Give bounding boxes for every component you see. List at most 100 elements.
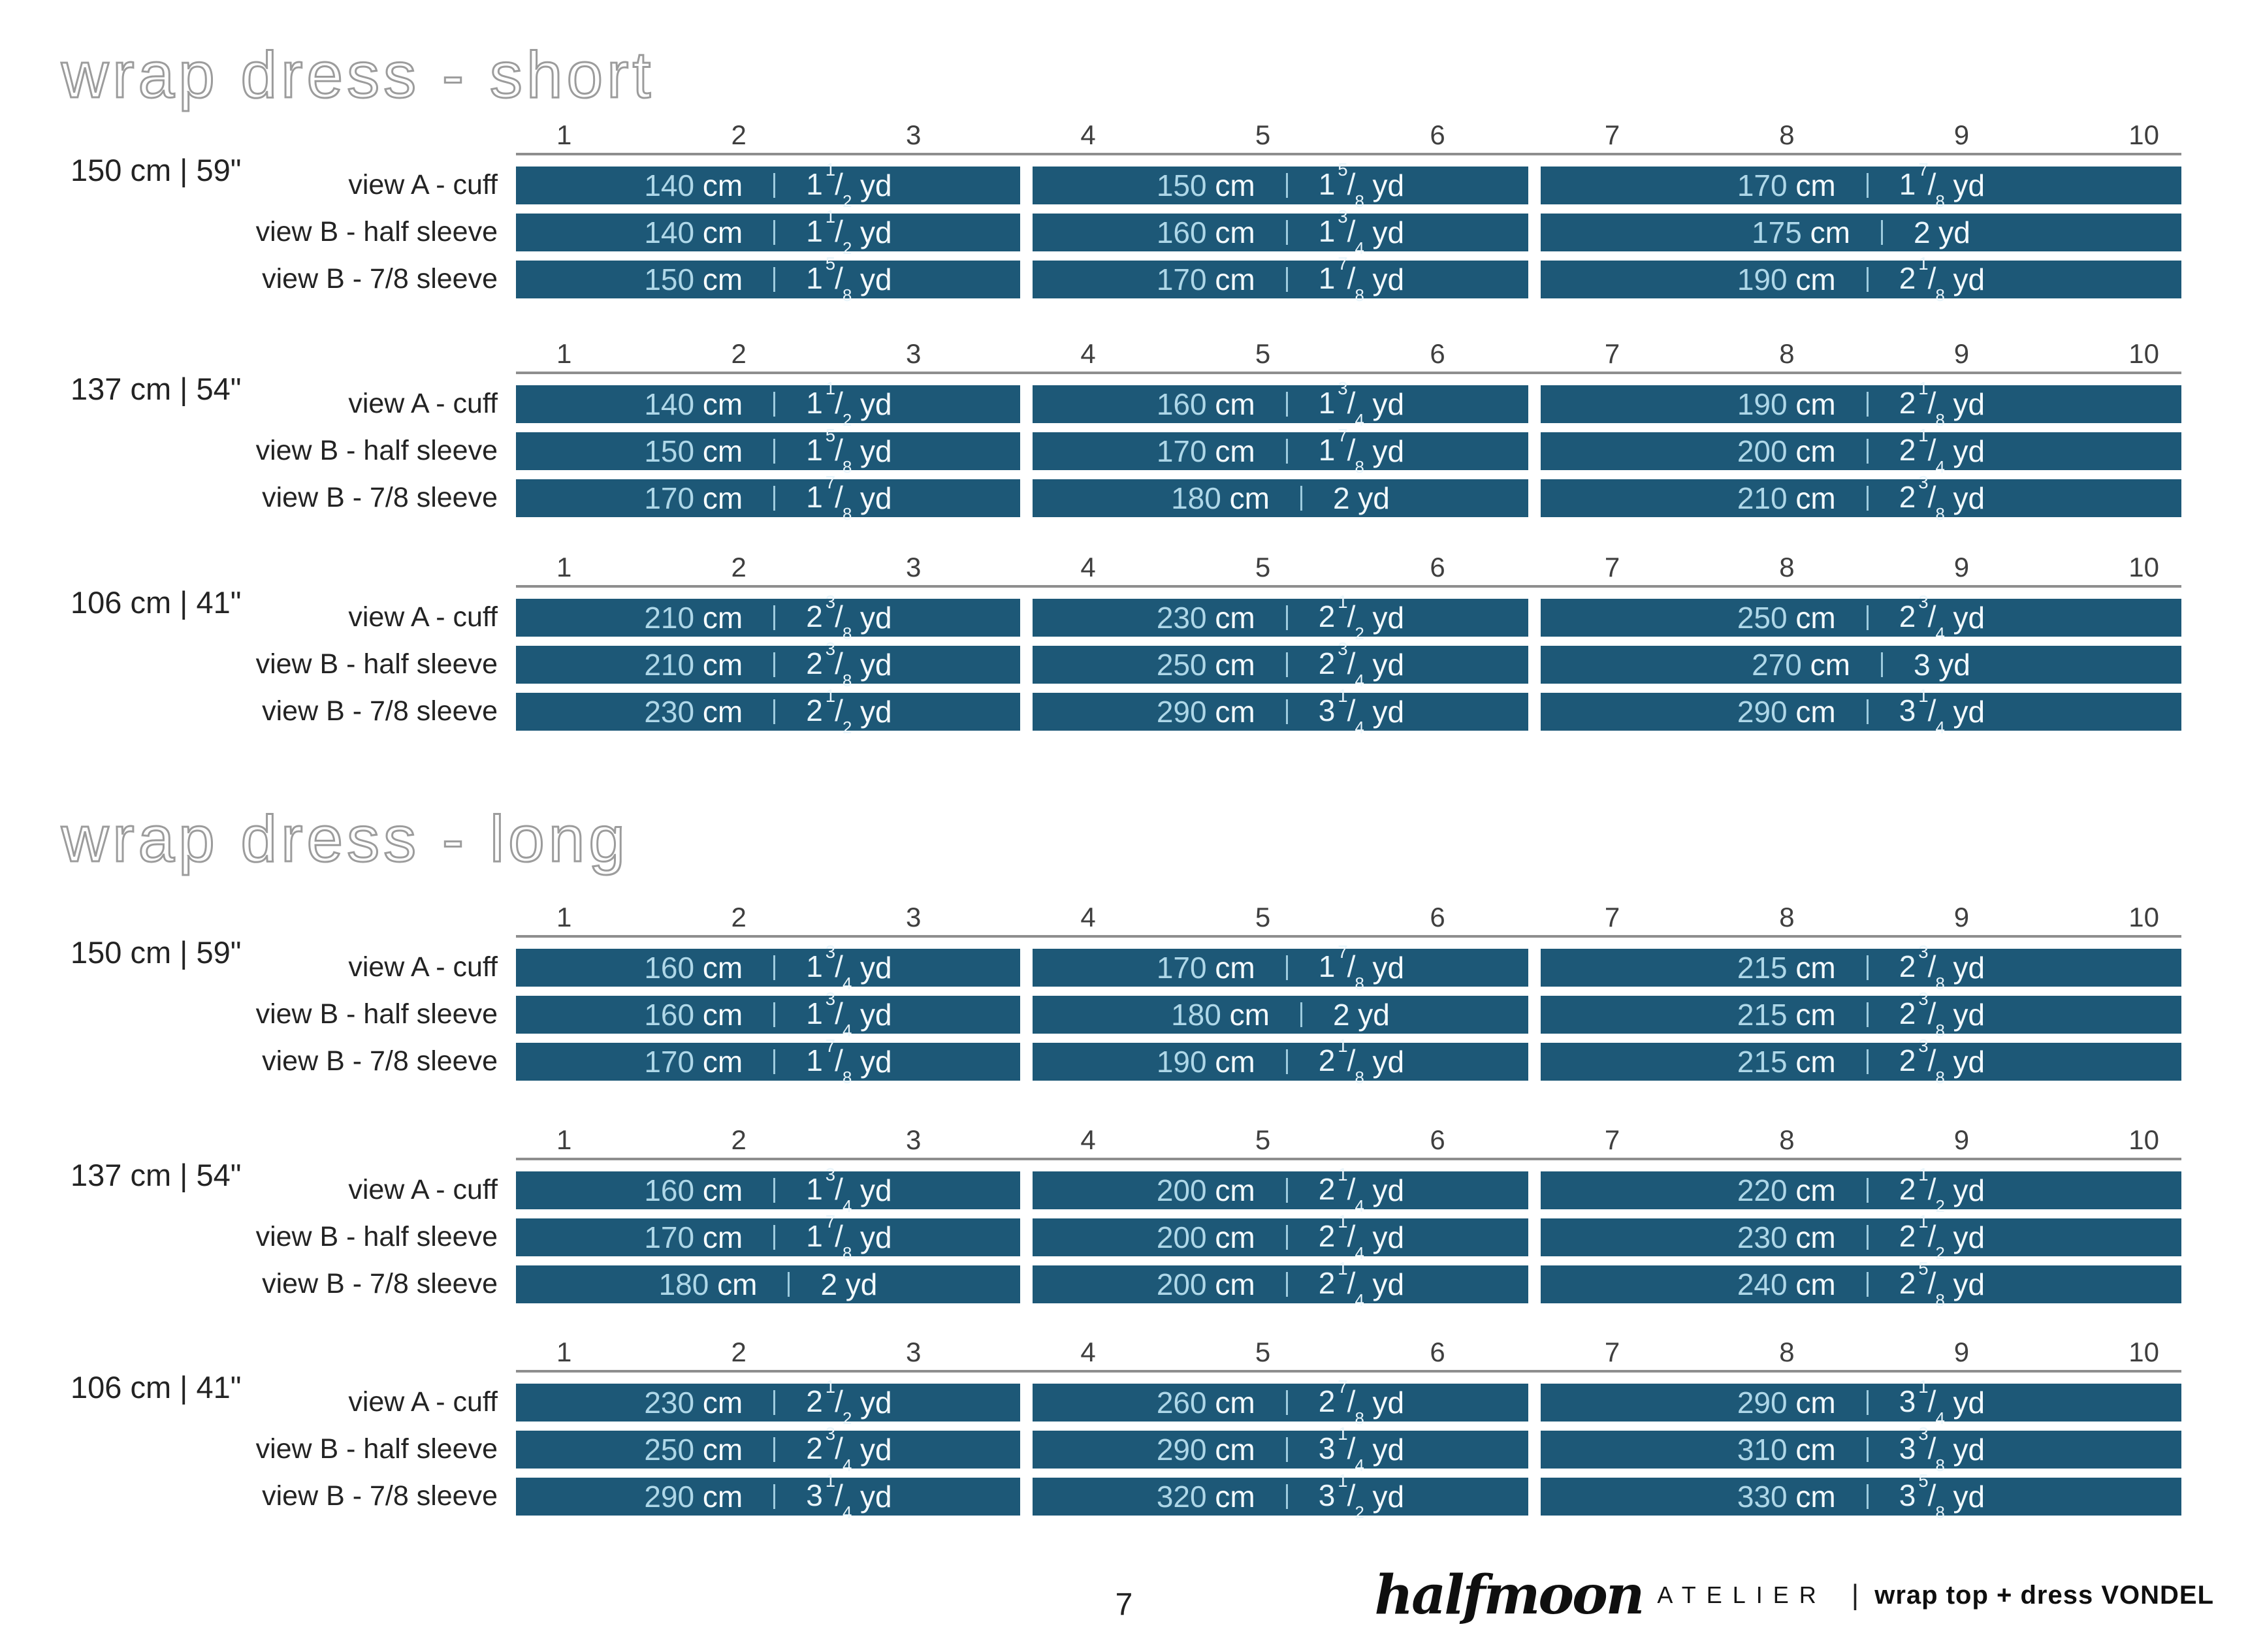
yd-unit: yd [852,695,892,729]
size-group-cell: 230 cm 2 1/2 yd [516,1377,1020,1427]
fabric-width-label: 106 cm | 41" [71,585,242,620]
size-group-cell: 260 cm 2 7/8 yd [1033,1377,1528,1427]
yd-unit: yd [852,481,892,515]
cm-value: 170 [1156,262,1207,296]
section-title-wrap-dress-long: wrap dress - long [61,802,629,877]
size-number: 3 [905,119,922,150]
yd-unit: yd [1944,1386,1985,1420]
cm-value: 310 [1737,1433,1788,1467]
cm-value: 150 [644,434,695,468]
cm-unit: cm [1206,1386,1255,1420]
fabric-requirements-table: 150 cm | 59" view A - cuff view B - half s… [0,902,2248,1087]
yardage-bar: 140 cm 1 1/2 yd [516,379,1020,429]
yardage-bar: 170 cm 1 7/8 yd [516,1036,1020,1087]
yardage-row: 170 cm 1 7/8 yd 200 cm 2 1/4 yd 230 cm 2 1/2 yd [516,1211,2181,1263]
cm-unit: cm [1206,648,1255,682]
cm-yd-separator [773,699,776,724]
view-label: view B - 7/8 sleeve [262,482,498,513]
yardage-chart: 1 2 3 4 5 6 7 8 9 10 230 cm 2 1/2 yd 260 cm 2 7/8 yd 290… [516,1337,2181,1521]
cm-yd-separator [773,1390,776,1415]
yardage-bar: 215 cm 2 3/8 yd [1541,988,2181,1040]
cm-yd-separator [1866,699,1869,724]
size-number: 2 [731,1337,747,1367]
cm-yd-separator [773,1484,776,1509]
yardage-bar: 230 cm 2 1/2 yd [516,686,1020,737]
cm-unit: cm [1206,262,1255,296]
view-label: view A - cuff [348,951,498,983]
size-number: 8 [1779,1337,1795,1367]
scale-line [516,1158,2181,1160]
size-group-cell: 330 cm 3 5/8 yd [1541,1471,2181,1521]
cm-unit: cm [694,1480,743,1514]
size-group-cell: 170 cm 1 7/8 yd [1033,424,1528,477]
cm-yd-separator [773,1178,776,1203]
size-group-cell: 180 cm 2 yd [1033,996,1528,1034]
size-number: 5 [1255,552,1271,582]
size-number: 3 [905,902,922,932]
cm-yd-separator [1285,392,1288,417]
size-number: 6 [1430,902,1445,932]
cm-unit: cm [694,387,743,421]
yd-unit: yd [1944,1267,1985,1301]
size-group-cell: 170 cm 1 7/8 yd [1541,160,2181,210]
cm-yd-separator [1866,1390,1869,1415]
yd-value: 1 7/8 [806,1211,852,1263]
yardage-bar: 190 cm 2 1/8 yd [1033,1036,1528,1087]
cm-value: 220 [1737,1173,1788,1207]
cm-value: 230 [644,695,695,729]
yardage-chart: 1 2 3 4 5 6 7 8 9 10 160 cm 1 3/4 yd 200 cm 2 1/4 yd 220… [516,1124,2181,1310]
yd-value: 1 3/4 [1318,377,1364,430]
yd-unit: yd [1944,695,1985,729]
yd-value: 1 7/8 [1318,424,1364,477]
view-labels: view A - cuff view B - half sleeve view B … [91,949,498,1081]
yd-value: 2 3/8 [1899,988,1945,1040]
view-label: view B - half sleeve [255,216,498,247]
yardage-bar: 210 cm 2 3/8 yd [516,592,1020,643]
size-group-cell: 290 cm 3 1/4 yd [1541,686,2181,737]
cm-unit: cm [1801,215,1850,249]
yd-unit: yd [1944,1480,1985,1514]
cm-unit: cm [1206,951,1255,985]
yd-value: 2 3/8 [1899,471,1945,524]
view-label: view B - 7/8 sleeve [262,1268,498,1299]
cm-yd-separator [1866,1225,1869,1250]
yd-unit: yd [1364,1045,1405,1079]
cm-value: 140 [644,215,695,249]
size-group-cell: 210 cm 2 3/8 yd [1541,471,2181,524]
size-group-cell: 215 cm 2 3/8 yd [1541,942,2181,993]
size-number: 2 [731,902,747,932]
size-number: 6 [1430,119,1445,150]
view-label: view A - cuff [348,388,498,419]
cm-yd-separator [773,439,776,464]
yd-unit: yd [1364,1480,1405,1514]
cm-yd-separator [773,605,776,630]
yardage-row: 180 cm 2 yd 200 cm 2 1/4 yd 240 cm 2 5/8 yd [516,1258,2181,1310]
yd-unit: yd [852,1480,892,1514]
yd-unit: yd [1944,1220,1985,1254]
cm-yd-separator [1285,1049,1288,1074]
cm-unit: cm [1206,434,1255,468]
cm-yd-separator [1880,220,1883,245]
size-number: 6 [1430,552,1445,582]
yd-unit: yd [852,1220,892,1254]
size-number: 8 [1779,552,1795,582]
cm-yd-separator [1866,1272,1869,1297]
cm-unit: cm [1206,1433,1255,1467]
size-number: 5 [1255,338,1271,369]
size-number: 9 [1953,1337,1970,1367]
size-number: 4 [1080,1124,1096,1155]
scale-line [516,372,2181,374]
size-group-cell: 270 cm 3 yd [1541,646,2181,684]
yardage-bar: 215 cm 2 3/8 yd [1541,942,2181,993]
cm-value: 170 [644,481,695,515]
yd-value: 2 5/8 [1899,1258,1945,1310]
cm-value: 190 [1737,262,1788,296]
cm-yd-separator [773,392,776,417]
size-number: 9 [1953,552,1970,582]
size-number: 1 [556,1337,572,1367]
yd-unit: yd [852,434,892,468]
cm-yd-separator [1285,439,1288,464]
yd-value: 2 3/4 [1318,638,1364,690]
yd-unit: yd [1944,481,1985,515]
